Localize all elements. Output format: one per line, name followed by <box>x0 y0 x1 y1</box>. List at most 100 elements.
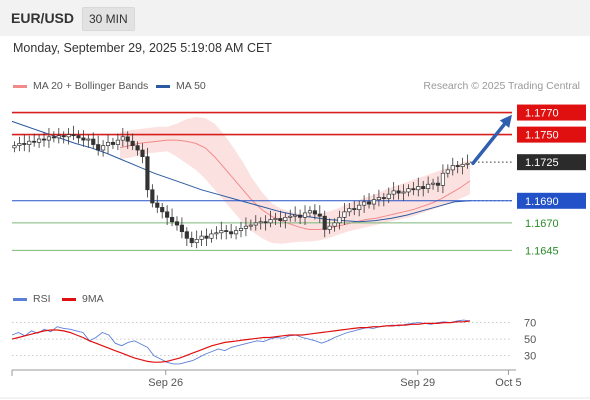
candle-body <box>312 210 317 215</box>
candle-body <box>96 144 101 151</box>
candle-body <box>101 145 106 151</box>
candle-body <box>165 211 170 218</box>
level-label-2: 1.1725 <box>525 157 559 169</box>
x-tick-label-1: Sep 29 <box>400 377 435 389</box>
chart-header: EUR/USD 30 MIN <box>0 0 590 36</box>
candle-body <box>184 231 189 239</box>
candle-body <box>248 224 253 227</box>
candle-body <box>465 162 470 165</box>
candles-layer <box>12 125 470 249</box>
candle-body <box>110 141 116 145</box>
level-label-3: 1.1690 <box>525 196 559 208</box>
rsi-tick-1: 50 <box>524 334 536 346</box>
forecast-arrow <box>471 118 510 166</box>
x-tick-label-0: Sep 26 <box>148 377 183 389</box>
candle-body <box>224 230 229 233</box>
candle-body <box>258 221 263 224</box>
rsi-tick-0: 70 <box>524 318 536 330</box>
candle-body <box>66 134 71 138</box>
legend-rsi: RSI <box>13 293 51 305</box>
candle-body <box>145 156 150 191</box>
bollinger-layer <box>119 117 471 244</box>
level-label-4: 1.1670 <box>525 218 559 230</box>
candle-body <box>426 183 431 190</box>
candle-body <box>322 215 327 230</box>
candle-body <box>204 235 209 239</box>
candle-body <box>12 145 17 149</box>
candle-body <box>263 221 268 224</box>
candle-body <box>41 138 47 141</box>
instrument-title: EUR/USD <box>11 10 75 26</box>
candle-body <box>253 222 258 226</box>
candle-body <box>209 233 214 239</box>
candle-body <box>229 231 234 235</box>
candle-body <box>293 214 298 217</box>
candle-body <box>371 199 377 205</box>
candle-body <box>135 145 140 151</box>
candle-body <box>460 164 465 167</box>
candle-body <box>332 222 337 227</box>
ma50-label: MA 50 <box>176 80 206 92</box>
ma9-label: 9MA <box>82 293 104 305</box>
candle-body <box>214 232 219 235</box>
candle-body <box>179 224 184 233</box>
candle-body <box>327 225 332 230</box>
candle-body <box>396 190 401 194</box>
candle-body <box>91 138 96 145</box>
candle-body <box>150 189 155 204</box>
forecast-arrow-head <box>499 114 512 128</box>
bollinger-band <box>120 117 470 244</box>
candle-body <box>234 230 239 235</box>
candle-body <box>455 165 460 167</box>
candle-body <box>27 140 32 145</box>
candle-body <box>71 134 76 137</box>
level-tag-3 <box>517 192 586 209</box>
candle-body <box>81 137 86 141</box>
ma9-swatch <box>62 297 76 301</box>
legend-9ma: 9MA <box>62 293 104 305</box>
candle-body <box>450 165 455 171</box>
legend-ma50: MA 50 <box>156 80 206 92</box>
candle-body <box>401 191 406 194</box>
bollinger-swatch <box>13 84 27 88</box>
level-tag-0 <box>517 104 586 121</box>
candle-body <box>317 213 322 217</box>
candle-body <box>194 239 199 244</box>
credit-text: Research © 2025 Trading Central <box>423 80 580 92</box>
candle-body <box>140 149 145 158</box>
candle-body <box>352 208 357 210</box>
candle-body <box>51 136 56 139</box>
candle-body <box>381 197 386 199</box>
candle-body <box>61 135 66 138</box>
candle-body <box>174 221 180 226</box>
candle-body <box>219 230 224 234</box>
candle-body <box>76 135 81 139</box>
candle-body <box>445 169 450 174</box>
candle-body <box>46 136 52 141</box>
bollinger-label: MA 20 + Bollinger Bands <box>33 80 149 92</box>
rsi-swatch <box>13 297 27 301</box>
candle-body <box>56 135 61 139</box>
rsi-label: RSI <box>33 293 51 305</box>
levels-layer: 1.1770 1.1750 1.1725 1.1690 1.1670 1.1645 <box>12 104 586 257</box>
candle-body <box>430 182 436 185</box>
candle-body <box>238 228 244 231</box>
x-tick-label-2: Oct 5 <box>495 377 521 389</box>
candle-body <box>406 188 411 193</box>
candle-body <box>115 139 120 145</box>
candle-body <box>347 208 352 213</box>
candle-body <box>386 193 391 199</box>
candle-body <box>199 235 204 240</box>
candle-body <box>362 201 367 206</box>
candle-body <box>86 138 91 141</box>
timeframe-badge[interactable]: 30 MIN <box>82 7 135 31</box>
legend-bollinger: MA 20 + Bollinger Bands <box>13 80 148 92</box>
candle-body <box>440 172 445 186</box>
candle-body <box>376 197 381 201</box>
rsi-series-9MA <box>11 320 471 363</box>
rsi-series-RSI <box>11 319 471 365</box>
candle-body <box>105 141 111 146</box>
candle-body <box>391 190 396 195</box>
candle-body <box>243 225 248 229</box>
